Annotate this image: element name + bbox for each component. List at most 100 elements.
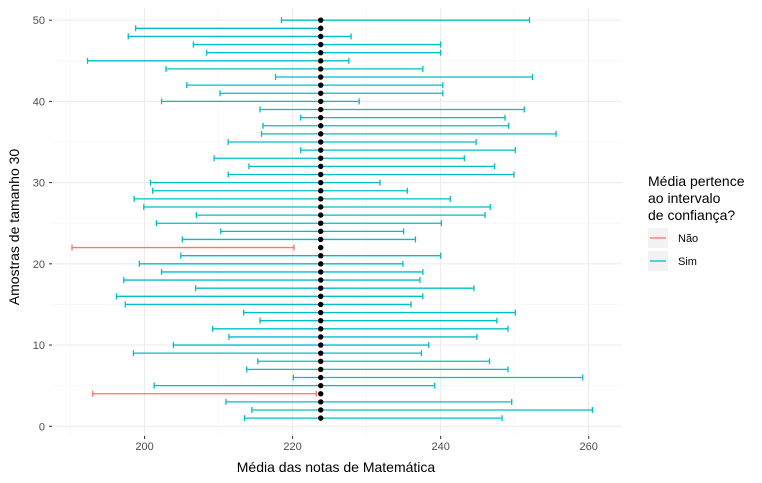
interval-42 <box>186 82 444 89</box>
legend-label-nao: Não <box>678 233 698 245</box>
interval-18 <box>123 277 421 284</box>
interval-27 <box>143 203 491 210</box>
mean-point-48 <box>318 33 324 40</box>
interval-9 <box>132 350 423 357</box>
y-tick-label: 10 <box>33 340 45 352</box>
interval-16 <box>115 293 424 300</box>
x-axis-title: Média das notas de Matemática <box>237 459 436 475</box>
interval-19 <box>160 268 424 275</box>
mean-point-11 <box>318 334 324 340</box>
mean-point-37 <box>318 123 324 129</box>
interval-29 <box>152 187 408 194</box>
y-tick-label: 20 <box>33 259 45 271</box>
interval-bars <box>71 17 594 422</box>
interval-32 <box>248 163 496 170</box>
interval-47 <box>192 41 442 48</box>
interval-31 <box>227 171 515 178</box>
mean-point-39 <box>318 106 324 113</box>
mean-point-25 <box>318 220 324 226</box>
mean-point-43 <box>318 74 324 80</box>
mean-point-7 <box>318 366 324 373</box>
legend: Média pertence ao intervalo de confiança… <box>648 173 745 271</box>
y-tick-label: 40 <box>33 96 45 108</box>
x-tick-label: 200 <box>135 441 153 453</box>
interval-41 <box>219 90 444 97</box>
mean-point-49 <box>318 25 324 32</box>
mean-point-19 <box>318 269 324 275</box>
interval-43 <box>274 74 534 81</box>
mean-point-41 <box>318 90 324 96</box>
interval-33 <box>213 155 465 162</box>
interval-38 <box>300 114 506 121</box>
mean-point-9 <box>318 350 324 356</box>
x-tick-label: 260 <box>580 441 598 453</box>
interval-25 <box>155 220 443 227</box>
interval-14 <box>243 309 517 316</box>
mean-point-35 <box>318 139 324 145</box>
mean-point-10 <box>318 342 324 348</box>
mean-points <box>318 17 324 421</box>
mean-point-12 <box>318 326 324 332</box>
grid-lines <box>52 8 622 436</box>
mean-point-32 <box>318 163 324 170</box>
mean-point-50 <box>318 17 324 23</box>
mean-point-34 <box>318 147 324 153</box>
interval-5 <box>153 382 436 389</box>
mean-point-30 <box>318 179 324 186</box>
mean-point-45 <box>318 58 324 64</box>
interval-4 <box>92 390 317 397</box>
interval-12 <box>211 325 509 332</box>
mean-point-16 <box>318 293 324 300</box>
interval-39 <box>259 106 525 113</box>
mean-point-8 <box>318 358 324 364</box>
x-tick-label: 220 <box>283 441 301 453</box>
interval-15 <box>124 301 412 308</box>
interval-30 <box>149 179 381 186</box>
interval-24 <box>220 228 405 235</box>
interval-11 <box>228 333 478 340</box>
interval-23 <box>181 236 417 243</box>
mean-point-15 <box>318 301 324 308</box>
interval-26 <box>195 212 486 219</box>
mean-point-33 <box>318 155 324 161</box>
mean-point-21 <box>318 253 324 259</box>
mean-point-3 <box>318 399 324 405</box>
mean-point-22 <box>318 244 324 251</box>
mean-point-5 <box>318 382 324 389</box>
interval-21 <box>180 252 442 259</box>
mean-point-38 <box>318 114 324 121</box>
y-axis-title: Amostras de tamanho 30 <box>6 149 22 306</box>
mean-point-36 <box>318 131 324 137</box>
mean-point-28 <box>318 196 324 202</box>
x-tick-label: 240 <box>431 441 449 453</box>
mean-point-44 <box>318 66 324 72</box>
interval-7 <box>246 366 509 373</box>
mean-point-23 <box>318 236 324 243</box>
mean-point-31 <box>318 171 324 178</box>
interval-48 <box>127 33 352 40</box>
mean-point-26 <box>318 212 324 218</box>
mean-point-42 <box>318 82 324 88</box>
mean-point-27 <box>318 204 324 210</box>
mean-point-17 <box>318 285 324 291</box>
interval-35 <box>227 139 477 146</box>
interval-46 <box>206 49 442 56</box>
interval-20 <box>138 260 404 267</box>
interval-44 <box>165 65 424 72</box>
interval-13 <box>259 317 498 324</box>
interval-36 <box>260 130 557 137</box>
legend-title-line-2: ao intervalo <box>648 190 721 206</box>
axes: 200 220 240 260 0 10 20 30 40 50 <box>33 15 598 453</box>
mean-point-14 <box>318 309 324 316</box>
legend-title-line-3: de confiança? <box>648 207 735 223</box>
interval-2 <box>251 407 594 414</box>
mean-point-46 <box>318 49 324 56</box>
mean-point-40 <box>318 98 324 105</box>
y-tick-label: 0 <box>39 421 45 433</box>
legend-label-sim: Sim <box>678 256 697 268</box>
mean-point-1 <box>318 415 324 421</box>
interval-40 <box>160 98 360 105</box>
mean-point-4 <box>318 391 324 397</box>
mean-point-2 <box>318 407 324 413</box>
